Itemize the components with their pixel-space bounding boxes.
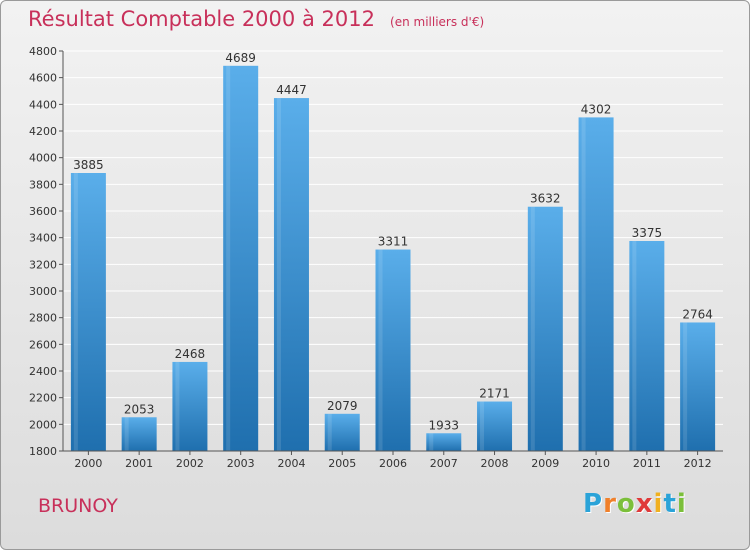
data-label: 3885: [73, 158, 104, 172]
y-tick-label: 3200: [29, 258, 57, 271]
data-label: 4302: [581, 102, 612, 116]
x-axis: 2000 2001 2002 2003 2004 2005 2006 2007 2008 2009…: [74, 451, 712, 470]
y-tick-label: 4800: [29, 45, 57, 58]
city-name: BRUNOY: [38, 495, 118, 517]
title-line: Résultat Comptable 2000 à 2012 (en milli…: [28, 7, 484, 31]
y-axis: 1800 2000 2200 2400 2600 2800 3000 3200 3400 3600…: [29, 45, 723, 458]
x-tick-label: 2005: [328, 457, 356, 470]
bar: [273, 98, 309, 452]
data-label: 4447: [276, 83, 307, 97]
x-tick-label: 2012: [684, 457, 712, 470]
y-tick-label: 1800: [29, 445, 57, 458]
y-tick-label: 2800: [29, 312, 57, 325]
y-tick-label: 3800: [29, 178, 57, 191]
data-label: 4689: [225, 51, 256, 65]
bar: [527, 206, 563, 451]
bar: [426, 433, 462, 451]
y-tick-label: 4400: [29, 98, 57, 111]
logo-letter: t: [663, 489, 677, 519]
data-label: 2079: [327, 399, 358, 413]
x-tick-label: 2001: [125, 457, 153, 470]
logo-letter: P: [583, 489, 604, 519]
bar-highlight: [632, 241, 637, 451]
bars: [70, 65, 716, 452]
data-label: 2468: [175, 347, 206, 361]
x-tick-label: 2007: [430, 457, 458, 470]
bar-highlight: [429, 433, 434, 451]
bar: [477, 401, 513, 451]
x-tick-label: 2000: [74, 457, 102, 470]
bar-highlight: [124, 417, 129, 451]
logo-letter: x: [635, 489, 654, 519]
bar: [324, 413, 360, 451]
bar-highlight: [327, 413, 332, 451]
data-labels: 3885 2053 2468 4689 4447 2079 3311 1933 2171 3632…: [73, 51, 713, 432]
data-label: 3375: [632, 226, 663, 240]
y-tick-label: 4200: [29, 125, 57, 138]
y-tick-label: 2000: [29, 418, 57, 431]
logo-letter: i: [676, 489, 687, 519]
x-tick-label: 2011: [633, 457, 661, 470]
bar-highlight: [175, 361, 180, 451]
bar: [375, 249, 411, 451]
unit-note: (en milliers d'€): [390, 15, 485, 29]
bar: [172, 361, 208, 451]
bar-highlight: [530, 206, 535, 451]
y-tick-label: 3400: [29, 232, 57, 245]
logo-letter: i: [653, 489, 664, 519]
x-tick-label: 2009: [531, 457, 559, 470]
bar-highlight: [378, 249, 383, 451]
bar-highlight: [226, 65, 231, 452]
y-tick-label: 4600: [29, 72, 57, 85]
data-label: 2053: [124, 402, 155, 416]
proxiti-logo: Proxiti: [583, 489, 687, 519]
y-tick-label: 2400: [29, 365, 57, 378]
bar: [121, 417, 157, 451]
x-tick-label: 2008: [481, 457, 509, 470]
logo-letter: o: [616, 489, 636, 519]
y-tick-label: 3600: [29, 205, 57, 218]
bar-highlight: [73, 173, 78, 451]
y-tick-label: 3000: [29, 285, 57, 298]
bar-highlight: [276, 98, 281, 452]
x-tick-label: 2002: [176, 457, 204, 470]
data-label: 3632: [530, 192, 561, 206]
bar-highlight: [480, 401, 485, 451]
x-tick-label: 2010: [582, 457, 610, 470]
bar-highlight: [581, 117, 586, 452]
data-label: 2171: [479, 387, 510, 401]
x-tick-label: 2006: [379, 457, 407, 470]
bar: [70, 173, 106, 451]
chart-title: Résultat Comptable 2000 à 2012: [28, 7, 375, 31]
logo-letter: r: [603, 489, 617, 519]
bar: [680, 322, 716, 451]
bar: [223, 65, 259, 452]
y-tick-label: 2200: [29, 392, 57, 405]
bar-highlight: [683, 322, 688, 451]
y-tick-label: 2600: [29, 338, 57, 351]
bar: [629, 241, 665, 451]
data-label: 3311: [378, 235, 409, 249]
x-tick-label: 2003: [227, 457, 255, 470]
data-label: 2764: [682, 307, 713, 321]
x-tick-label: 2004: [277, 457, 305, 470]
y-tick-label: 4000: [29, 152, 57, 165]
data-label: 1933: [428, 418, 459, 432]
bar: [578, 117, 614, 452]
